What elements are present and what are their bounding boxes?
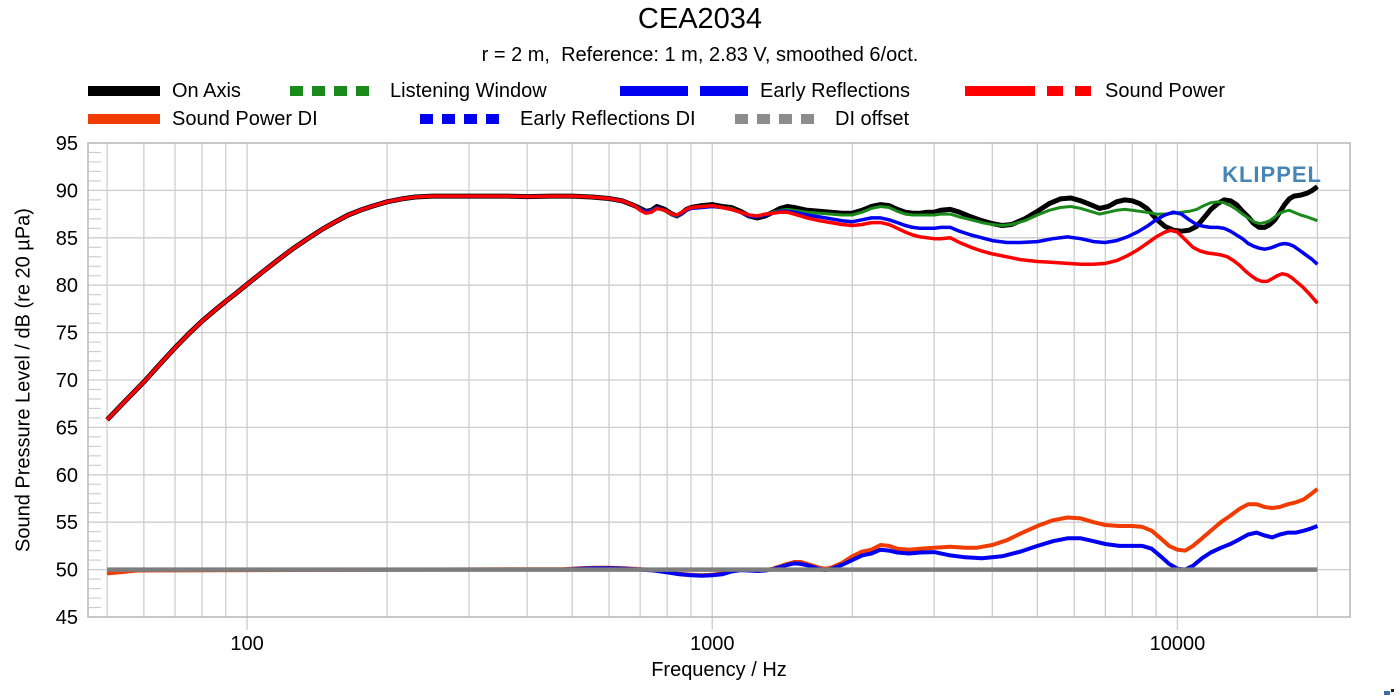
legend-label: On Axis [172, 80, 241, 102]
y-tick-label: 95 [56, 133, 78, 155]
legend-swatch [420, 114, 508, 124]
y-tick-label: 60 [56, 465, 78, 487]
y-tick-label: 50 [56, 560, 78, 582]
legend-item-sound-power: Sound Power [965, 78, 1225, 104]
x-tick-label: 10000 [1150, 633, 1206, 655]
series-sound-power [105, 194, 1319, 422]
legend-item-di-offset: DI offset [735, 106, 909, 132]
x-tick-label: 1000 [690, 633, 735, 655]
legend-row-2: Sound Power DI Early Reflections DI DI off… [0, 106, 1400, 132]
x-tick-label: 100 [230, 633, 263, 655]
legend-swatch [620, 86, 748, 96]
y-tick-label: 90 [56, 180, 78, 202]
legend-label: Early Reflections DI [520, 108, 696, 130]
y-axis-title: Sound Pressure Level / dB (re 20 µPa) [12, 208, 35, 552]
chart-subtitle: r = 2 m, Reference: 1 m, 2.83 V, smoothe… [481, 44, 919, 66]
legend-swatch [88, 86, 160, 96]
legend-label: DI offset [835, 108, 910, 130]
legend-item-listening-window: Listening Window [290, 78, 547, 104]
y-tick-label: 45 [56, 607, 78, 629]
y-tick-label: 80 [56, 275, 78, 297]
legend-label: Early Reflections [760, 80, 911, 102]
legend-item-on-axis: On Axis [88, 78, 241, 104]
chart-title: CEA2034 [637, 3, 763, 35]
legend-item-sound-power-di: Sound Power DI [88, 106, 318, 132]
y-tick-label: 70 [56, 370, 78, 392]
y-tick-label: 85 [56, 228, 78, 250]
legend-item-early-reflections: Early Reflections [620, 78, 910, 104]
legend-item-early-reflections-di: Early Reflections DI [420, 106, 696, 132]
legend-label: Sound Power DI [172, 108, 318, 130]
legend-swatch [290, 86, 378, 96]
legend-row-1: On Axis Listening Window Early Reflections… [0, 78, 1400, 104]
klippel-watermark: KLIPPEL [1222, 162, 1322, 187]
plot-frame [87, 142, 1351, 618]
y-tick-label: 75 [56, 323, 78, 345]
y-tick-label: 65 [56, 417, 78, 439]
y-tick-label: 55 [56, 512, 78, 534]
legend-label: Listening Window [390, 80, 547, 102]
legend-swatch [735, 114, 823, 124]
corner-artifact [1384, 689, 1394, 696]
legend-swatch [88, 114, 160, 124]
x-axis-title: Frequency / Hz [651, 659, 787, 681]
series-early-reflections-di [563, 524, 1319, 578]
legend-swatch [965, 86, 1093, 96]
legend-label: Sound Power [1105, 80, 1226, 102]
